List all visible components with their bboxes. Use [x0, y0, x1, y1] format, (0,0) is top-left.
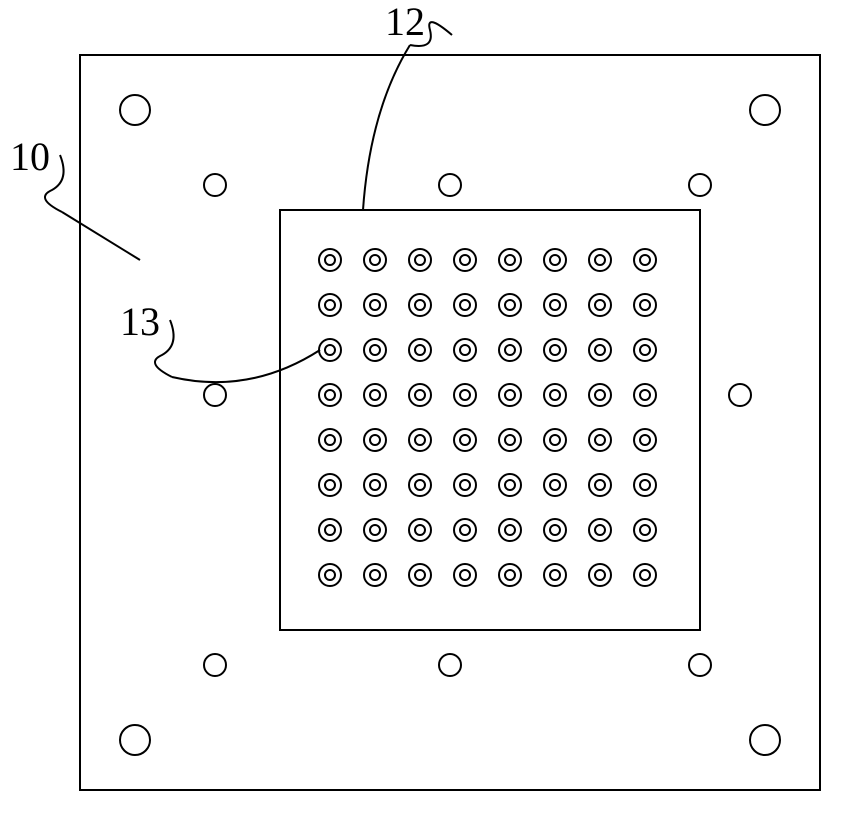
grid-cell [634, 564, 656, 586]
corner-hole [750, 725, 780, 755]
grid-cell [319, 339, 341, 361]
grid-cell [499, 384, 521, 406]
grid-cell [499, 429, 521, 451]
grid-cell [634, 429, 656, 451]
grid-cell [319, 249, 341, 271]
mid-hole [689, 654, 711, 676]
grid-cell [544, 384, 566, 406]
label-12: 12 [385, 0, 425, 44]
grid-cell [634, 474, 656, 496]
grid-cell [454, 339, 476, 361]
grid-cell [409, 384, 431, 406]
mid-hole [439, 174, 461, 196]
grid-cell [364, 474, 386, 496]
grid-cell [454, 384, 476, 406]
grid-cell [409, 249, 431, 271]
grid-cell [364, 249, 386, 271]
grid-cell [589, 429, 611, 451]
grid-cell [409, 564, 431, 586]
grid-cell [409, 474, 431, 496]
grid-cell [634, 519, 656, 541]
grid-cell [499, 339, 521, 361]
outer-plate [80, 55, 820, 790]
grid-cell [454, 249, 476, 271]
grid-cell [454, 294, 476, 316]
grid-cell [589, 249, 611, 271]
corner-hole [120, 725, 150, 755]
grid-cell [499, 519, 521, 541]
mid-hole [204, 174, 226, 196]
label-10: 10 [10, 134, 50, 179]
grid-cell [589, 294, 611, 316]
mid-hole [204, 654, 226, 676]
grid-cell [319, 294, 341, 316]
grid-cell [454, 564, 476, 586]
grid-cell [589, 384, 611, 406]
grid-cell [544, 249, 566, 271]
grid-cell [319, 384, 341, 406]
corner-hole [750, 95, 780, 125]
grid-cell [409, 339, 431, 361]
grid-cell [364, 294, 386, 316]
grid-cell [454, 519, 476, 541]
leader-line-13 [172, 350, 320, 382]
grid-cell [544, 339, 566, 361]
grid-cell [634, 339, 656, 361]
mid-hole [204, 384, 226, 406]
grid-cell [499, 249, 521, 271]
grid-cell [409, 429, 431, 451]
mid-hole [439, 654, 461, 676]
grid-cell [409, 519, 431, 541]
grid-cell [544, 564, 566, 586]
grid-cell [499, 564, 521, 586]
mid-hole [689, 174, 711, 196]
label-13: 13 [120, 299, 160, 344]
leader-line-10 [62, 212, 140, 260]
grid-cell [544, 519, 566, 541]
grid-cell [589, 519, 611, 541]
grid-cell [589, 564, 611, 586]
grid-cell [544, 294, 566, 316]
grid-cell [634, 294, 656, 316]
grid-cell [319, 519, 341, 541]
grid-cell [499, 474, 521, 496]
grid-cell [634, 249, 656, 271]
grid-cell [364, 429, 386, 451]
grid-cell [364, 384, 386, 406]
diagram: 10 12 13 [0, 0, 867, 821]
grid-cell [319, 564, 341, 586]
grid-cell [409, 294, 431, 316]
grid-cell [544, 429, 566, 451]
grid-cell [319, 429, 341, 451]
grid-cell [544, 474, 566, 496]
grid-cell [589, 474, 611, 496]
grid-cell [319, 474, 341, 496]
grid-cell [364, 339, 386, 361]
grid-cell [454, 429, 476, 451]
leader-line-12 [363, 45, 410, 210]
grid-cell [364, 519, 386, 541]
grid-cell [589, 339, 611, 361]
corner-hole [120, 95, 150, 125]
grid-cell [499, 294, 521, 316]
grid-cell [454, 474, 476, 496]
grid-cell [364, 564, 386, 586]
mid-hole [729, 384, 751, 406]
grid-cell [634, 384, 656, 406]
